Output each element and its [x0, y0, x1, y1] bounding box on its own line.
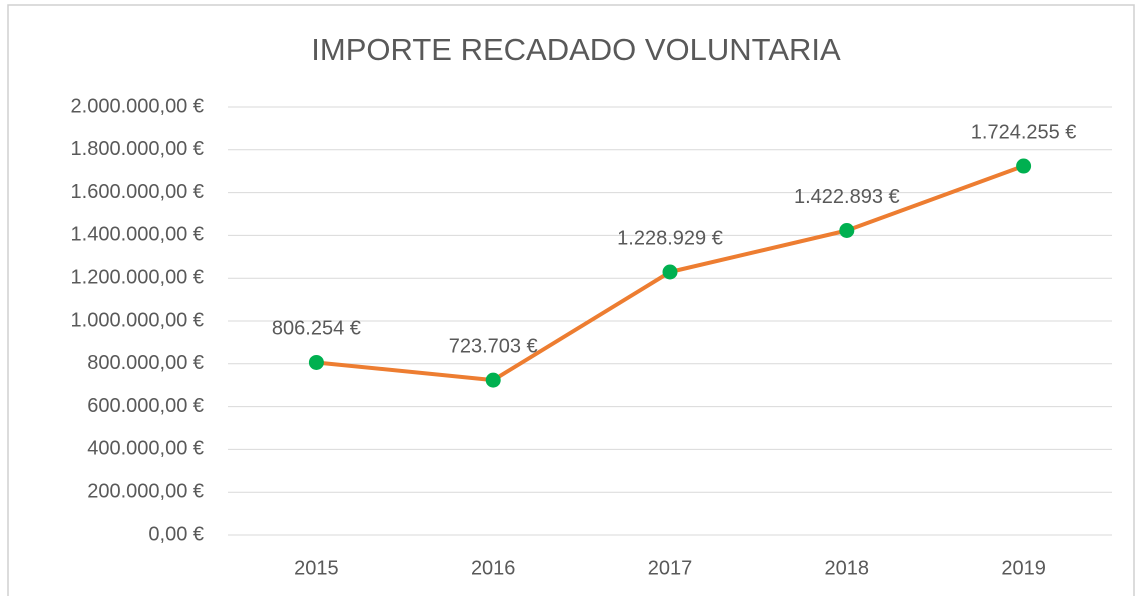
x-tick-label: 2017	[648, 557, 693, 579]
y-tick-label: 1.600.000,00 €	[71, 181, 204, 203]
marker	[839, 223, 855, 239]
marker	[662, 264, 678, 280]
marker	[308, 354, 324, 370]
y-tick-label: 2.000.000,00 €	[71, 95, 204, 117]
y-tick-label: 400.000,00 €	[87, 438, 204, 460]
y-tick-label: 1.400.000,00 €	[71, 224, 204, 246]
x-tick-label: 2019	[1001, 557, 1046, 579]
y-tick-label: 1.200.000,00 €	[71, 266, 204, 288]
marker	[1016, 158, 1032, 174]
y-tick-label: 800.000,00 €	[87, 352, 204, 374]
x-tick-label: 2015	[294, 557, 339, 579]
x-tick-label: 2016	[471, 557, 516, 579]
data-label: 1.422.893 €	[794, 186, 900, 208]
chart-border	[7, 4, 1135, 601]
y-tick-label: 1.000.000,00 €	[71, 309, 204, 331]
x-tick-label: 2018	[825, 557, 870, 579]
data-label: 723.703 €	[449, 335, 538, 357]
y-tick-label: 0,00 €	[148, 523, 204, 545]
data-label: 806.254 €	[272, 318, 361, 340]
marker	[485, 372, 501, 388]
y-tick-label: 1.800.000,00 €	[71, 138, 204, 160]
y-tick-label: 200.000,00 €	[87, 480, 204, 502]
data-label: 1.228.929 €	[617, 227, 723, 249]
y-tick-label: 600.000,00 €	[87, 395, 204, 417]
chart-title: IMPORTE RECADADO VOLUNTARIA	[311, 32, 841, 67]
data-label: 1.724.255 €	[971, 121, 1077, 143]
